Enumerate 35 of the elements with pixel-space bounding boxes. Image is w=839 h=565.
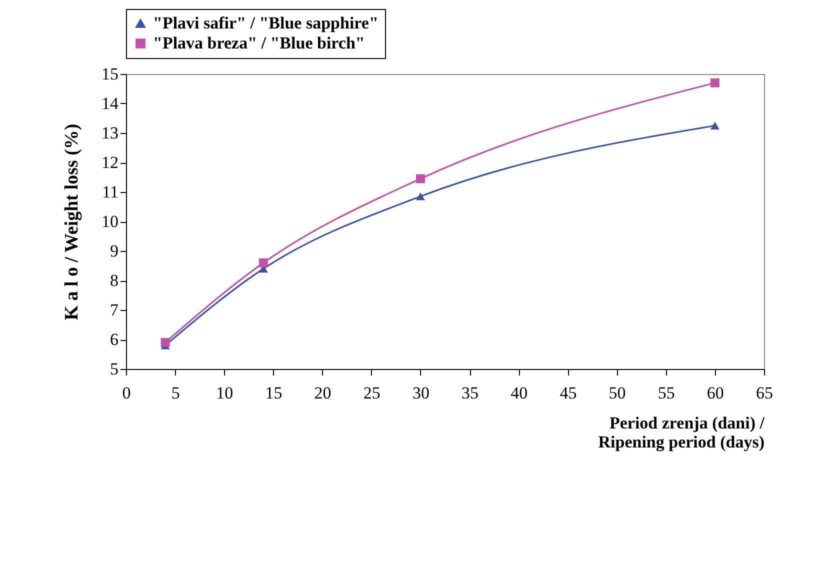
- y-tick-label: 5: [110, 360, 118, 378]
- x-tick-label: 45: [560, 384, 577, 402]
- point: [710, 78, 720, 88]
- point: [258, 258, 268, 268]
- legend-label: "Plavi safir" / "Blue sapphire": [153, 14, 378, 32]
- x-tick-label: 30: [412, 384, 430, 402]
- legend-label: "Plava breza" / "Blue birch": [153, 34, 365, 52]
- point: [416, 174, 425, 184]
- y-tick-label: 13: [102, 124, 118, 142]
- x-tick-label: 65: [756, 384, 773, 402]
- point: [160, 338, 170, 347]
- x-tick-label: 50: [608, 384, 626, 402]
- x-tick-label: 15: [265, 384, 282, 402]
- y-tick-label: 15: [102, 64, 118, 84]
- y-tick-label: 8: [110, 271, 118, 290]
- point: [710, 122, 720, 130]
- y-tick-label: 6: [110, 330, 118, 349]
- y-tick-label: 10: [102, 212, 118, 231]
- point: [416, 192, 425, 200]
- x-tick-label: 55: [658, 384, 675, 402]
- y-axis-title: K a l o / Weight loss (%): [62, 124, 82, 320]
- x-axis-title: Period zrenja (dani) / Ripening period (days): [598, 414, 765, 452]
- x-tick-label: 20: [314, 384, 332, 402]
- x-tick-label: 35: [462, 384, 479, 402]
- y-tick-label: 14: [102, 94, 119, 113]
- x-tick-label: 60: [706, 384, 724, 402]
- x-tick-label: 25: [363, 384, 380, 402]
- x-tick-label: 40: [510, 384, 528, 402]
- x-tick-label: 10: [216, 384, 234, 402]
- x-tick-label: 5: [171, 384, 180, 402]
- y-tick-label: 11: [102, 182, 118, 202]
- y-tick-label: 12: [102, 153, 118, 172]
- x-tick-label: 0: [122, 384, 131, 402]
- y-tick-label: 9: [110, 242, 118, 260]
- y-tick-label: 7: [110, 300, 119, 320]
